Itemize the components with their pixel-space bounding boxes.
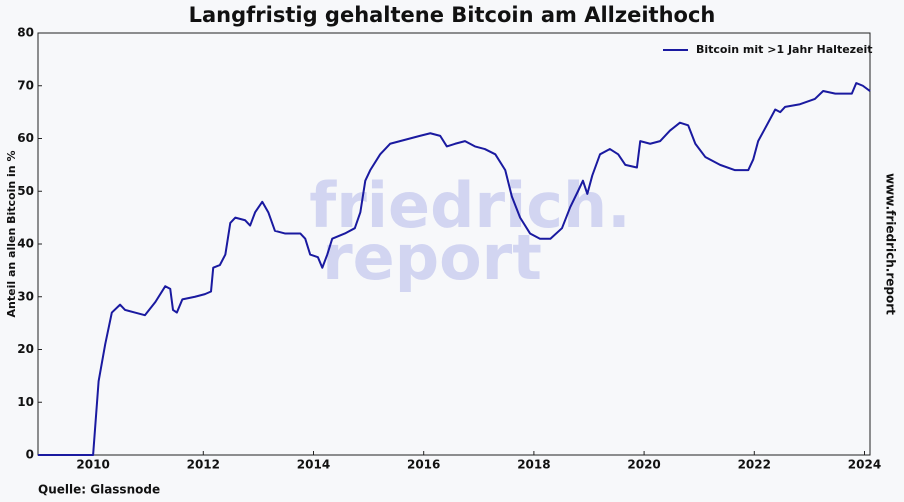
x-tick-label: 2022 bbox=[738, 458, 771, 472]
y-tick-label: 20 bbox=[17, 342, 34, 356]
y-tick-label: 50 bbox=[17, 184, 34, 198]
watermark: report bbox=[322, 221, 542, 294]
line bbox=[38, 82, 871, 456]
y-tick-label: 70 bbox=[17, 78, 34, 92]
x-tick-label: 2010 bbox=[76, 458, 109, 472]
y-tick-label: 0 bbox=[26, 448, 34, 462]
y-tick-label: 80 bbox=[17, 26, 34, 40]
x-tick-label: 2016 bbox=[407, 458, 440, 472]
y-tick-label: 60 bbox=[17, 131, 34, 145]
x-tick-label: 2020 bbox=[627, 458, 660, 472]
y-tick-label: 40 bbox=[17, 237, 34, 251]
x-tick-label: 2014 bbox=[297, 458, 330, 472]
x-tick-label: 2018 bbox=[517, 458, 550, 472]
y-tick-label: 30 bbox=[17, 289, 34, 303]
legend-label: Bitcoin mit >1 Jahr Haltezeit bbox=[696, 43, 873, 56]
side-text: www.friedrich.report bbox=[884, 173, 898, 315]
chart-title: Langfristig gehaltene Bitcoin am Allzeit… bbox=[189, 3, 716, 27]
y-tick-label: 10 bbox=[17, 395, 34, 409]
source: Quelle: Glassnode bbox=[38, 483, 160, 497]
y-axis-label: Anteil an allen Bitcoin in % bbox=[5, 151, 18, 318]
watermark: friedrich. bbox=[309, 169, 631, 242]
x-tick-label: 2024 bbox=[848, 458, 881, 472]
x-tick-label: 2012 bbox=[187, 458, 220, 472]
